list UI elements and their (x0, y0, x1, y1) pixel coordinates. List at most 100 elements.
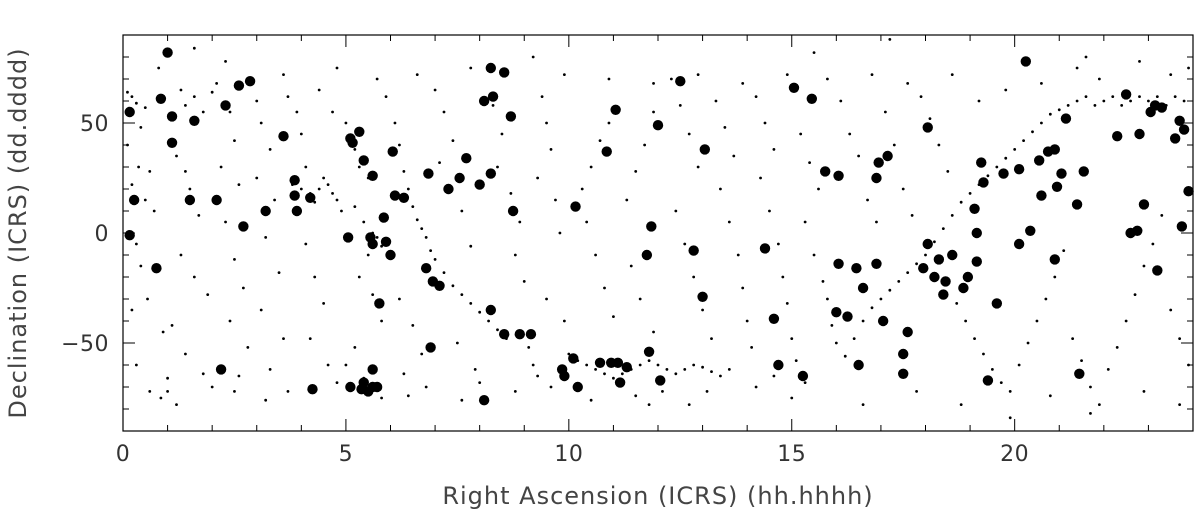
data-point-small (380, 396, 383, 400)
data-point-small (460, 209, 464, 213)
data-point-small (990, 368, 994, 371)
data-point-small (785, 73, 789, 76)
data-point-large (568, 353, 579, 364)
data-point-small (335, 381, 339, 384)
data-point-small (411, 324, 415, 327)
data-point-large (211, 194, 222, 206)
data-point-large (1138, 199, 1150, 210)
data-point-small (433, 258, 437, 261)
data-point-small (295, 110, 299, 114)
data-point-small (612, 315, 615, 318)
data-point-small (910, 214, 914, 217)
data-point-small (585, 220, 589, 224)
data-point-small (919, 95, 923, 98)
data-point-large (1169, 133, 1181, 144)
data-point-small (420, 352, 424, 356)
data-point-small (727, 220, 731, 224)
data-point-small (982, 352, 985, 356)
data-point-small (241, 286, 245, 290)
data-point-small (763, 121, 767, 125)
data-point-small (652, 330, 655, 334)
data-point-small (861, 319, 865, 323)
data-point-small (1075, 66, 1079, 70)
data-point-small (282, 337, 285, 340)
data-point-small (317, 88, 321, 92)
data-point-small (1173, 95, 1177, 98)
data-point-small (950, 214, 954, 217)
data-point-small (870, 306, 874, 310)
data-point-small (1017, 363, 1021, 367)
data-point-small (772, 148, 776, 151)
data-point-small (692, 363, 696, 367)
data-point-large (842, 311, 853, 322)
data-point-small (179, 253, 183, 257)
data-point-small (656, 363, 660, 367)
data-point-large (871, 172, 882, 184)
data-point-large (978, 177, 989, 188)
data-point-large (514, 329, 525, 340)
data-point-small (460, 293, 464, 296)
data-point-small (545, 297, 548, 301)
data-point-small (554, 198, 557, 202)
data-point-small (1022, 139, 1025, 143)
data-point-small (1008, 390, 1012, 393)
data-point-small (206, 293, 210, 296)
data-point-small (500, 132, 504, 136)
data-point-small (1187, 363, 1190, 367)
data-point-large (898, 368, 909, 379)
data-point-small (277, 271, 281, 274)
data-point-small (201, 110, 205, 114)
data-point-small (776, 242, 780, 246)
data-point-large (162, 47, 173, 58)
y-axis-title: Declination (ICRS) (dd.dddd) (4, 47, 32, 418)
data-point-small (478, 310, 482, 314)
data-point-small (331, 192, 334, 195)
data-point-small (1071, 337, 1075, 340)
data-point-small (607, 77, 611, 81)
data-point-small (549, 385, 553, 389)
data-point-large (1078, 166, 1089, 177)
data-point-small (638, 297, 642, 301)
data-point-small (870, 73, 874, 76)
data-point-small (549, 148, 553, 151)
data-point-small (589, 165, 593, 169)
data-point-small (148, 170, 152, 173)
data-point-large (831, 307, 842, 318)
data-point-small (513, 253, 517, 257)
data-point-small (420, 227, 424, 231)
data-point-large (434, 280, 445, 291)
small-markers (126, 38, 1190, 420)
data-point-small (785, 302, 789, 305)
data-point-large (1049, 144, 1060, 155)
data-point-small (821, 280, 825, 283)
data-point-small (184, 170, 187, 173)
data-point-small (558, 231, 562, 235)
data-point-small (799, 132, 803, 136)
data-point-small (429, 249, 433, 253)
data-point-large (610, 104, 621, 116)
data-point-small (1133, 293, 1137, 296)
data-point-small (146, 297, 149, 301)
data-point-small (228, 110, 232, 114)
data-point-small (402, 372, 406, 376)
data-point-small (380, 319, 383, 323)
data-point-large (260, 205, 271, 217)
data-point-small (736, 253, 740, 257)
data-point-small (233, 258, 236, 261)
data-point-small (1178, 403, 1182, 406)
data-point-small (866, 198, 869, 202)
data-point-small (612, 376, 615, 380)
data-point-small (834, 341, 838, 345)
data-point-small (1004, 88, 1008, 92)
data-point-small (184, 104, 187, 107)
data-point-small (1004, 156, 1008, 160)
data-point-small (723, 126, 727, 129)
data-point-large (238, 221, 249, 232)
data-point-small (159, 396, 163, 400)
data-point-small (594, 253, 597, 257)
data-point-small (696, 165, 700, 169)
data-point-small (643, 143, 647, 147)
data-point-small (915, 262, 918, 266)
data-point-small (861, 403, 865, 406)
data-point-small (469, 66, 473, 70)
